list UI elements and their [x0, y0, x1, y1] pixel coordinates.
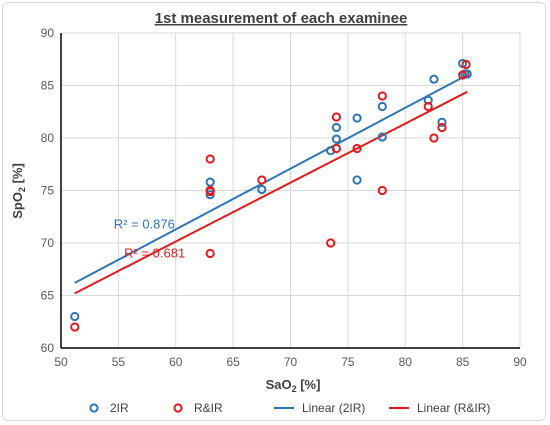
- x-axis-label: SaO2 [%]: [266, 377, 321, 394]
- data-point-2ir: [377, 132, 387, 142]
- axes: 60 65 70 75 80 85 90 50 55 60 65 70 75 80 85 90: [41, 26, 527, 369]
- data-point-r-ir: [461, 59, 471, 70]
- x-tick-label: 65: [226, 355, 240, 369]
- r-squared-label-1: R² = 0.876: [114, 216, 175, 231]
- x-tick-label: 60: [169, 355, 183, 369]
- data-point-r-ir: [352, 143, 362, 154]
- chart-canvas: 1st measurement of each examinee 60 65 70 7…: [10, 10, 527, 415]
- data-point-2ir: [462, 69, 472, 79]
- data-point-r-ir: [205, 248, 215, 259]
- data-point-2ir: [437, 117, 447, 127]
- x-tick-label: 50: [54, 355, 68, 369]
- legend-marker-2ir: [89, 403, 99, 413]
- data-point-2ir: [331, 134, 341, 144]
- legend-label-2ir: 2IR: [110, 401, 129, 415]
- y-axis-label-main: SpO: [10, 192, 25, 219]
- legend-label-linear-2ir: Linear (2IR): [302, 401, 365, 415]
- x-tick-label: 85: [456, 355, 470, 369]
- trendline-linear-2ir: [74, 74, 468, 284]
- data-point-2ir: [70, 311, 80, 322]
- data-point-r-ir: [377, 185, 387, 196]
- y-axis-label: SpO2 [%]: [10, 163, 27, 219]
- data-point-2ir: [352, 113, 362, 123]
- data-point-2ir: [257, 184, 267, 195]
- annotations: R² = 0.876 R² = 0.681: [114, 216, 185, 260]
- data-point-2ir: [205, 177, 215, 187]
- legend-label-r-ir: R&IR: [194, 401, 223, 415]
- legend-marker-r-ir: [173, 403, 183, 413]
- data-point-2ir: [377, 101, 387, 112]
- chart-title: 1st measurement of each examinee: [155, 10, 408, 27]
- x-tick-label: 70: [284, 355, 298, 369]
- data-point-r-ir: [205, 186, 215, 197]
- data-point-r-ir: [423, 101, 433, 112]
- data-point-r-ir: [326, 238, 336, 248]
- data-point-2ir: [205, 190, 215, 200]
- gridlines: [60, 32, 521, 349]
- data-point-2ir: [429, 74, 439, 84]
- data-point-r-ir: [205, 154, 215, 164]
- data-point-2ir: [352, 175, 362, 185]
- legend: 2IR R&IR Linear (2IR) Linear (R&IR): [89, 401, 490, 415]
- x-axis-label-main: SaO: [266, 377, 292, 392]
- x-tick-label: 55: [112, 355, 126, 369]
- y-tick-label: 90: [41, 26, 55, 40]
- trendline-linear-r-ir: [74, 90, 468, 295]
- data-point-r-ir: [458, 70, 468, 80]
- legend-label-linear-r-ir: Linear (R&IR): [417, 401, 490, 415]
- data-point-r-ir: [429, 133, 439, 143]
- x-axis-label-unit: [%]: [297, 377, 321, 392]
- data-point-r-ir: [331, 143, 341, 154]
- data-points: [70, 58, 472, 332]
- y-axis-label-sub: 2: [17, 187, 27, 192]
- data-point-r-ir: [257, 175, 267, 185]
- x-tick-label: 80: [399, 355, 413, 369]
- y-tick-label: 60: [41, 341, 55, 355]
- data-point-r-ir: [70, 322, 80, 332]
- y-axis-label-unit: [%]: [10, 163, 25, 187]
- data-point-2ir: [331, 122, 341, 133]
- trendlines: [74, 74, 468, 295]
- r-squared-label-2: R² = 0.681: [124, 246, 185, 261]
- y-tick-label: 85: [41, 79, 55, 93]
- data-point-r-ir: [331, 112, 341, 122]
- x-tick-label: 90: [513, 355, 527, 369]
- y-tick-label: 65: [41, 289, 55, 303]
- data-point-r-ir: [377, 91, 387, 101]
- x-axis-label-sub: 2: [292, 384, 297, 394]
- y-tick-label: 80: [41, 131, 55, 145]
- chart-frame: 1st measurement of each examinee 60 65 70 7…: [2, 2, 546, 421]
- data-point-r-ir: [437, 122, 447, 133]
- x-tick-label: 75: [341, 355, 355, 369]
- y-tick-label: 75: [41, 184, 55, 198]
- y-tick-label: 70: [41, 236, 55, 250]
